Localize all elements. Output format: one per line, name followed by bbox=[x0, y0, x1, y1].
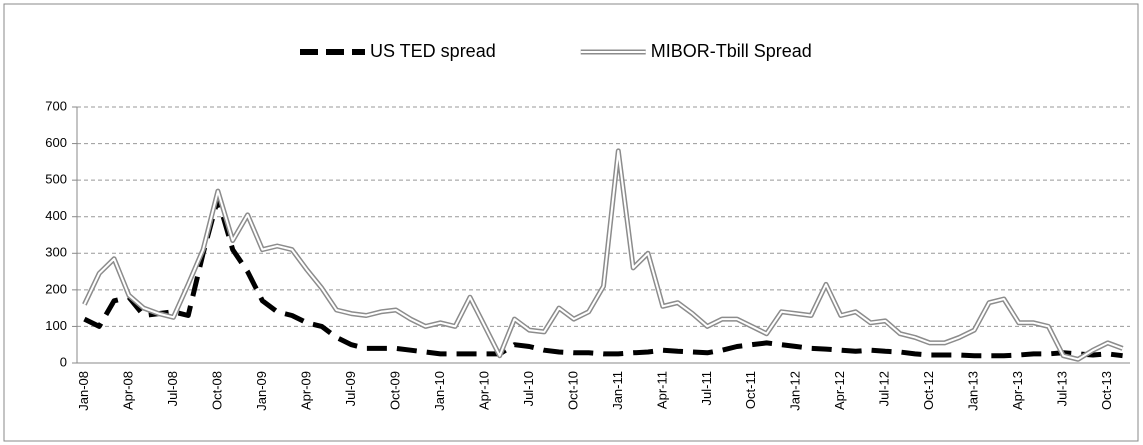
x-tick-label: Oct-13 bbox=[1099, 371, 1114, 410]
x-tick-label: Jul-09 bbox=[343, 371, 358, 406]
x-tick-label: Jul-10 bbox=[521, 371, 536, 406]
y-tick-label: 700 bbox=[45, 98, 67, 113]
series-line bbox=[83, 195, 1123, 359]
x-tick-label: Apr-09 bbox=[298, 371, 313, 410]
y-tick-label: 400 bbox=[45, 208, 67, 223]
y-tick-label: 200 bbox=[45, 281, 67, 296]
series-line-inner bbox=[83, 149, 1123, 361]
x-tick-label: Oct-11 bbox=[743, 371, 758, 409]
x-tick-label: Jan-11 bbox=[610, 371, 625, 410]
x-tick-label: Oct-10 bbox=[565, 371, 580, 410]
legend-label: MIBOR-Tbill Spread bbox=[651, 41, 812, 61]
y-tick-label: 100 bbox=[45, 318, 67, 333]
chart-border bbox=[3, 3, 1139, 442]
x-tick-label: Jul-11 bbox=[699, 371, 714, 405]
legend-label: US TED spread bbox=[370, 41, 496, 61]
x-tick-label: Apr-08 bbox=[120, 371, 135, 410]
x-tick-label: Apr-11 bbox=[654, 371, 669, 409]
x-tick-label: Jul-12 bbox=[877, 371, 892, 406]
x-tick-label: Jan-13 bbox=[966, 371, 981, 411]
x-tick-label: Apr-12 bbox=[832, 371, 847, 410]
x-tick-label: Jan-12 bbox=[788, 371, 803, 411]
y-tick-label: 500 bbox=[45, 172, 67, 187]
x-tick-label: Jan-09 bbox=[254, 371, 269, 411]
x-tick-label: Jul-13 bbox=[1055, 371, 1070, 406]
x-tick-label: Oct-08 bbox=[209, 371, 224, 410]
y-tick-label: 600 bbox=[45, 135, 67, 150]
x-tick-label: Oct-09 bbox=[387, 371, 402, 410]
x-tick-label: Jan-10 bbox=[432, 371, 447, 411]
x-tick-label: Apr-13 bbox=[1010, 371, 1025, 410]
x-tick-label: Apr-10 bbox=[476, 371, 491, 410]
x-tick-label: Oct-12 bbox=[921, 371, 936, 410]
x-tick-label: Jul-08 bbox=[165, 371, 180, 406]
y-tick-label: 0 bbox=[60, 354, 67, 369]
x-tick-label: Jan-08 bbox=[76, 371, 91, 411]
y-tick-label: 300 bbox=[45, 245, 67, 260]
